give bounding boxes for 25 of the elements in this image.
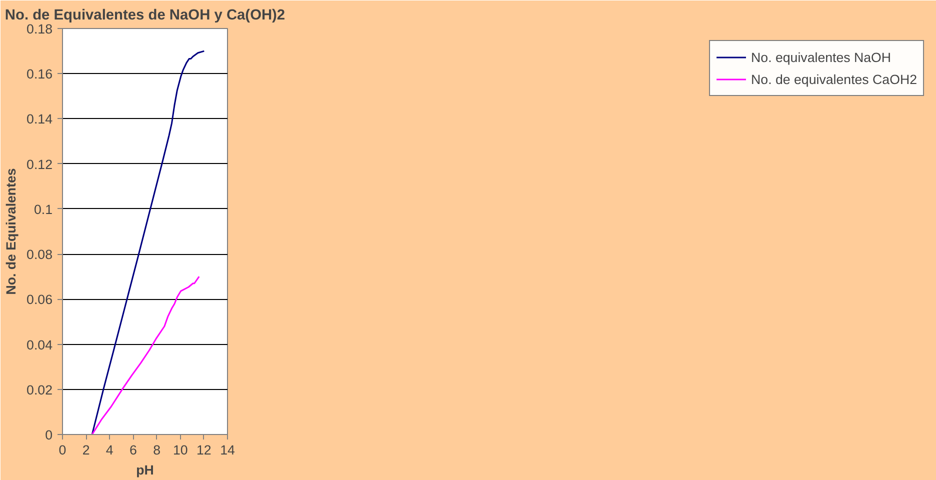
line-series xyxy=(91,50,205,434)
x-axis-title: pH xyxy=(136,462,154,478)
x-tick-label: 6 xyxy=(130,442,137,458)
y-tick-label: 0.18 xyxy=(26,22,53,36)
y-tick-label: 0.04 xyxy=(26,337,54,352)
x-tick-label: 12 xyxy=(196,442,212,458)
line-series xyxy=(91,276,200,434)
y-tick-label: 0 xyxy=(45,428,53,442)
x-tick-label: 4 xyxy=(106,442,114,458)
y-axis-title: No. de Equivalentes xyxy=(4,168,19,295)
legend-label: No. equivalentes NaOH xyxy=(751,50,892,64)
x-tick-label: 14 xyxy=(220,442,236,458)
x-tick-label: 10 xyxy=(172,442,188,458)
y-tick-label: 0.12 xyxy=(26,156,53,172)
y-tick-label: 0.02 xyxy=(26,382,53,398)
x-tick-label: 8 xyxy=(153,442,160,458)
y-tick-label: 0.08 xyxy=(26,247,53,262)
x-tick-label: 0 xyxy=(58,442,66,458)
y-tick-label: 0.06 xyxy=(26,292,53,308)
y-tick-label: 0.14 xyxy=(26,112,54,127)
x-tick-label: 2 xyxy=(82,442,90,458)
chart-title: No. de Equivalentes de NaOH y Ca(OH)2 xyxy=(4,8,286,24)
y-tick-label: 0.1 xyxy=(34,202,53,217)
legend-label: No. de equivalentes CaOH2 xyxy=(751,72,917,86)
y-tick-label: 0.16 xyxy=(26,66,53,82)
